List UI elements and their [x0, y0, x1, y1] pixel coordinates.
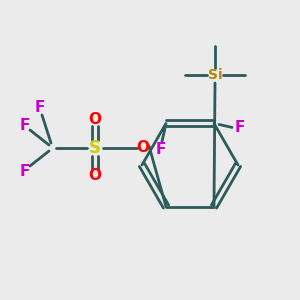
Text: O: O	[136, 140, 149, 155]
Text: O: O	[88, 169, 101, 184]
Text: F: F	[235, 120, 245, 135]
Text: F: F	[156, 142, 166, 157]
Text: F: F	[35, 100, 45, 115]
Text: Si: Si	[208, 68, 222, 82]
Text: F: F	[20, 164, 30, 178]
Text: S: S	[89, 139, 101, 157]
Text: F: F	[20, 118, 30, 133]
Text: O: O	[88, 112, 101, 128]
